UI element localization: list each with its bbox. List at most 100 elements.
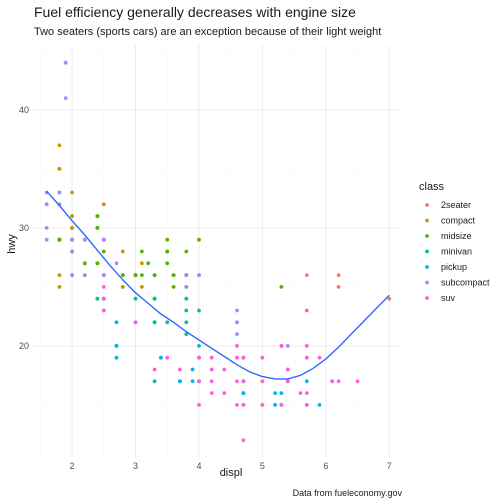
smooth-trend <box>46 190 390 380</box>
data-point-suv <box>178 367 182 372</box>
legend-label-suv: suv <box>441 293 456 303</box>
data-point-compact <box>120 285 125 289</box>
data-point-suv <box>197 403 201 407</box>
data-point-pickup <box>241 391 246 395</box>
data-point-compact <box>140 285 144 289</box>
data-point-subcompact <box>44 226 49 230</box>
data-point-subcompact <box>70 237 74 242</box>
data-point-minivan <box>133 296 138 301</box>
data-point-compact <box>101 202 106 207</box>
data-point-pickup <box>273 391 277 395</box>
x-axis-ticks: 2 3 4 5 6 7 <box>70 461 392 471</box>
data-point-minivan <box>184 296 189 301</box>
smooth-line <box>46 190 390 380</box>
y-tick-label: 20 <box>19 341 29 351</box>
legend-key-compact <box>425 218 429 223</box>
data-point-pickup <box>197 344 201 348</box>
data-point-pickup <box>190 367 195 372</box>
data-point-midsize <box>197 237 201 242</box>
legend-key-suv <box>425 296 429 300</box>
data-point-suv <box>330 379 335 384</box>
legend-key-midsize <box>425 234 429 238</box>
data-point-subcompact <box>82 273 87 277</box>
x-axis-title: displ <box>220 467 243 479</box>
data-point-subcompact <box>101 273 106 277</box>
data-point-2seater <box>304 308 309 313</box>
data-point-suv <box>235 379 239 384</box>
data-point-compact <box>57 285 62 289</box>
x-tick-label: 4 <box>196 461 201 471</box>
data-point-midsize <box>140 249 144 254</box>
x-tick-label: 6 <box>323 461 328 471</box>
data-point-suv <box>279 403 284 407</box>
x-tick-label: 3 <box>133 461 138 471</box>
legend-key-minivan <box>425 249 429 254</box>
y-tick-label: 40 <box>19 105 29 115</box>
data-point-compact <box>57 167 62 171</box>
data-point-suv <box>298 391 303 395</box>
data-point-midsize <box>171 285 176 289</box>
legend-label-minivan: minivan <box>441 247 472 257</box>
data-point-suv <box>279 344 284 348</box>
data-point-2seater <box>387 296 392 301</box>
data-point-suv <box>260 355 265 360</box>
data-point-suv <box>304 403 309 407</box>
x-tick-label: 7 <box>387 461 392 471</box>
data-point-midsize <box>165 249 170 254</box>
data-point-minivan <box>184 308 189 313</box>
data-point-pickup <box>114 344 119 348</box>
data-point-pickup <box>114 355 119 360</box>
data-point-suv <box>152 367 157 372</box>
data-point-minivan <box>184 320 189 325</box>
data-point-suv <box>165 355 170 360</box>
data-point-subcompact <box>235 320 239 325</box>
data-point-midsize <box>279 285 284 289</box>
data-point-subcompact <box>235 332 239 336</box>
data-point-pickup <box>279 391 284 395</box>
data-point-pickup <box>178 379 182 384</box>
data-point-subcompact <box>63 60 68 65</box>
data-point-suv <box>285 379 290 384</box>
data-point-suv <box>197 379 201 384</box>
y-axis-ticks: 20 30 40 <box>19 105 29 351</box>
data-point-suv <box>197 355 201 360</box>
legend-label-pickup: pickup <box>441 262 467 272</box>
data-point-suv <box>304 344 309 348</box>
data-point-subcompact <box>101 237 106 242</box>
data-point-midsize <box>184 249 189 254</box>
data-point-pickup <box>273 403 277 407</box>
data-point-compact <box>57 143 62 148</box>
data-point-midsize <box>165 237 170 242</box>
data-point-2seater <box>336 273 341 277</box>
data-point-pickup <box>317 403 322 407</box>
legend-key-2seater <box>425 203 429 207</box>
data-point-suv <box>317 355 322 360</box>
data-point-pickup <box>304 379 309 384</box>
data-point-midsize <box>146 261 151 266</box>
x-tick-label: 2 <box>70 461 75 471</box>
data-point-suv <box>241 403 246 407</box>
data-point-midsize <box>101 249 106 254</box>
data-point-midsize <box>95 261 100 266</box>
data-point-suv <box>260 379 265 384</box>
data-point-suv <box>336 379 341 384</box>
data-point-suv <box>222 391 227 395</box>
legend-key-subcompact <box>425 280 429 285</box>
data-point-2seater <box>336 285 341 289</box>
data-point-subcompact <box>285 344 290 348</box>
data-point-subcompact <box>184 285 189 289</box>
legend: class 2seater compact midsize minivan pickup… <box>419 181 490 303</box>
data-point-midsize <box>140 273 144 277</box>
data-point-suv <box>209 355 214 360</box>
legend-label-midsize: midsize <box>441 231 472 241</box>
data-point-suv <box>101 296 106 301</box>
y-tick-label: 30 <box>19 223 29 233</box>
data-point-2seater <box>304 273 309 277</box>
data-point-compact <box>140 261 144 266</box>
data-point-suv <box>101 308 106 313</box>
data-point-suv <box>355 379 360 384</box>
data-point-midsize <box>165 261 170 266</box>
data-point-compact <box>70 214 74 219</box>
data-point-midsize <box>82 261 87 266</box>
